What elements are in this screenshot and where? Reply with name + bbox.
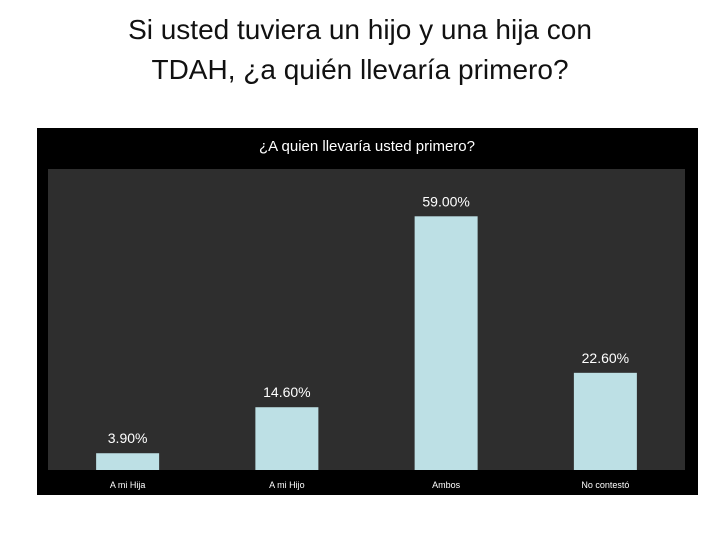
bar-2 [255,407,319,470]
data-label-3: 59.00% [422,193,469,209]
bars-layer: 3.90% A mi Hija 14.60% A mi Hijo 59.00% Ambos… [96,193,637,490]
category-label-3: Ambos [432,480,461,490]
category-label-2: A mi Hijo [269,480,305,490]
category-label-1: A mi Hija [110,480,146,490]
bar-3 [414,216,478,470]
slide-title-line-1: Si usted tuviera un hijo y una hija con [128,14,592,45]
bar-1 [96,453,160,470]
data-label-2: 14.60% [263,384,310,400]
data-label-4: 22.60% [582,350,629,366]
chart-panel: ¿A quien llevaría usted primero? 3.90% A … [37,128,698,495]
data-label-1: 3.90% [108,430,148,446]
slide-title-line-2: TDAH, ¿a quién llevaría primero? [151,54,569,85]
category-label-4: No contestó [581,480,629,490]
bar-chart: ¿A quien llevaría usted primero? 3.90% A … [48,138,685,490]
slide-title: Si usted tuviera un hijo y una hija con … [20,10,700,90]
bar-4 [573,372,637,470]
chart-title: ¿A quien llevaría usted primero? [259,138,475,155]
